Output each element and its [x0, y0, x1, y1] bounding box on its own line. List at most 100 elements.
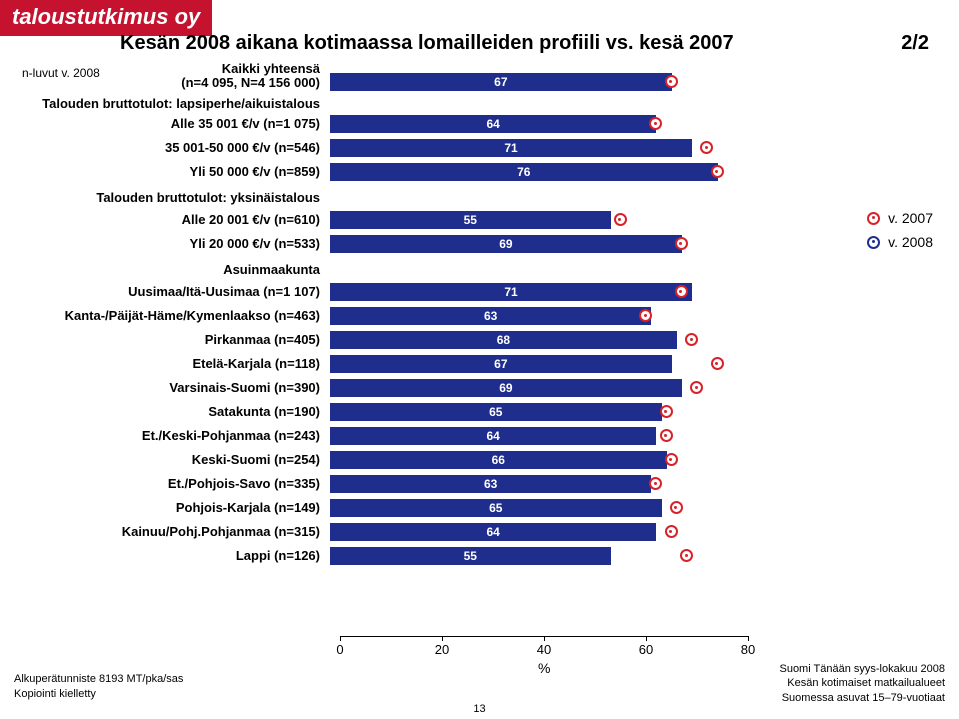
row-label: Et./Keski-Pohjanmaa (n=243)	[0, 429, 330, 443]
chart-row: Kainuu/Pohj.Pohjanmaa (n=315) 64	[0, 520, 800, 544]
row-label: Keski-Suomi (n=254)	[0, 453, 330, 467]
marker-2007	[649, 477, 662, 490]
chart-row: Uusimaa/Itä-Uusimaa (n=1 107) 71	[0, 280, 800, 304]
bar-value: 67	[491, 355, 511, 373]
footer-right-line2: Kesän kotimaiset matkailualueet	[779, 676, 945, 690]
chart-row: Alle 35 001 €/v (n=1 075) 64	[0, 112, 800, 136]
row-label: Uusimaa/Itä-Uusimaa (n=1 107)	[0, 285, 330, 299]
bar-value: 65	[486, 499, 506, 517]
bar-value: 63	[481, 307, 501, 325]
x-tick-label: 20	[435, 642, 449, 657]
footer-right-line1: Suomi Tänään syys-lokakuu 2008	[779, 662, 945, 676]
legend-item: v. 2008	[867, 234, 933, 250]
marker-2007	[665, 75, 678, 88]
page-number: 13	[473, 703, 485, 715]
bar-value: 66	[488, 451, 508, 469]
chart-row: Varsinais-Suomi (n=390)69	[0, 376, 800, 400]
bar-value: 63	[481, 475, 501, 493]
chart-row: Satakunta (n=190) 65	[0, 400, 800, 424]
bar-track: 67	[330, 71, 738, 93]
legend-marker	[867, 236, 880, 249]
row-label: Kanta-/Päijät-Häme/Kymenlaakso (n=463)	[0, 309, 330, 323]
footer-right: Suomi Tänään syys-lokakuu 2008 Kesän kot…	[779, 662, 945, 705]
bar-chart: Kaikki yhteensä (n=4 095, N=4 156 000)67…	[0, 60, 800, 640]
marker-2007	[614, 213, 627, 226]
bar-track: 65	[330, 401, 738, 423]
marker-2007	[690, 381, 703, 394]
chart-row: Et./Keski-Pohjanmaa (n=243) 64	[0, 424, 800, 448]
chart-row: Lappi (n=126)55	[0, 544, 800, 568]
marker-2007	[660, 405, 673, 418]
chart-row: Kanta-/Päijät-Häme/Kymenlaakso (n=463) 63	[0, 304, 800, 328]
marker-2007	[665, 525, 678, 538]
bar-track: 76	[330, 161, 738, 183]
bar-track: 65	[330, 497, 738, 519]
x-tick	[442, 636, 443, 641]
row-label: Et./Pohjois-Savo (n=335)	[0, 477, 330, 491]
x-tick	[544, 636, 545, 641]
row-label: Pirkanmaa (n=405)	[0, 333, 330, 347]
bar-track: 55	[330, 545, 738, 567]
footer-left-line2: Kopiointi kielletty	[14, 687, 183, 701]
bar-value: 64	[483, 523, 503, 541]
bar-track: 69	[330, 377, 738, 399]
group-header: Asuinmaakunta	[0, 258, 800, 282]
group-header-label: Talouden bruttotulot: lapsiperhe/aikuist…	[0, 97, 330, 111]
row-label: Satakunta (n=190)	[0, 405, 330, 419]
x-axis-label: %	[538, 660, 550, 676]
row-label: Etelä-Karjala (n=118)	[0, 357, 330, 371]
bar-value: 69	[496, 235, 516, 253]
x-tick	[646, 636, 647, 641]
footer-left: Alkuperätunniste 8193 MT/pka/sas Kopioin…	[14, 672, 183, 701]
chart-row: Yli 20 000 €/v (n=533) 69	[0, 232, 800, 256]
legend-item: v. 2007	[867, 210, 933, 226]
bar-track: 67	[330, 353, 738, 375]
bar-track: 64	[330, 425, 738, 447]
bar-track: 68	[330, 329, 738, 351]
group-header-label: Talouden bruttotulot: yksinäistalous	[0, 191, 330, 205]
marker-2007	[711, 165, 724, 178]
bar-value: 64	[483, 115, 503, 133]
legend: v. 2007 v. 2008	[867, 210, 933, 258]
footer-left-line1: Alkuperätunniste 8193 MT/pka/sas	[14, 672, 183, 686]
marker-2007	[675, 237, 688, 250]
x-tick-label: 40	[537, 642, 551, 657]
row-label: Alle 20 001 €/v (n=610)	[0, 213, 330, 227]
row-label: Pohjois-Karjala (n=149)	[0, 501, 330, 515]
legend-label: v. 2007	[888, 210, 933, 226]
bar-track: 71	[330, 137, 738, 159]
legend-marker	[867, 212, 880, 225]
row-label: Kainuu/Pohj.Pohjanmaa (n=315)	[0, 525, 330, 539]
bar-value: 65	[486, 403, 506, 421]
chart-row: Alle 20 001 €/v (n=610)55	[0, 208, 800, 232]
bar-value: 55	[460, 547, 480, 565]
marker-2007	[675, 285, 688, 298]
marker-2007	[665, 453, 678, 466]
bar-value: 71	[501, 283, 521, 301]
bar-value: 71	[501, 139, 521, 157]
bar-track: 63	[330, 473, 738, 495]
legend-label: v. 2008	[888, 234, 933, 250]
group-header: Talouden bruttotulot: yksinäistalous	[0, 186, 800, 210]
bar-track: 66	[330, 449, 738, 471]
marker-2007	[700, 141, 713, 154]
bar-value: 76	[514, 163, 534, 181]
row-label: Yli 50 000 €/v (n=859)	[0, 165, 330, 179]
chart-row: 35 001-50 000 €/v (n=546)71	[0, 136, 800, 160]
chart-row: Et./Pohjois-Savo (n=335) 63	[0, 472, 800, 496]
chart-row: Yli 50 000 €/v (n=859) 76	[0, 160, 800, 184]
row-label: Alle 35 001 €/v (n=1 075)	[0, 117, 330, 131]
bar-value: 69	[496, 379, 516, 397]
bar-track: 64	[330, 113, 738, 135]
x-tick-label: 0	[336, 642, 343, 657]
marker-2007	[670, 501, 683, 514]
chart-row: Pirkanmaa (n=405)68	[0, 328, 800, 352]
marker-2007	[649, 117, 662, 130]
row-label: Yli 20 000 €/v (n=533)	[0, 237, 330, 251]
x-tick-label: 80	[741, 642, 755, 657]
chart-row: Etelä-Karjala (n=118) 67	[0, 352, 800, 376]
bar-track: 64	[330, 521, 738, 543]
page-counter: 2/2	[901, 32, 929, 55]
chart-row: 67	[0, 70, 800, 94]
bar-value: 64	[483, 427, 503, 445]
